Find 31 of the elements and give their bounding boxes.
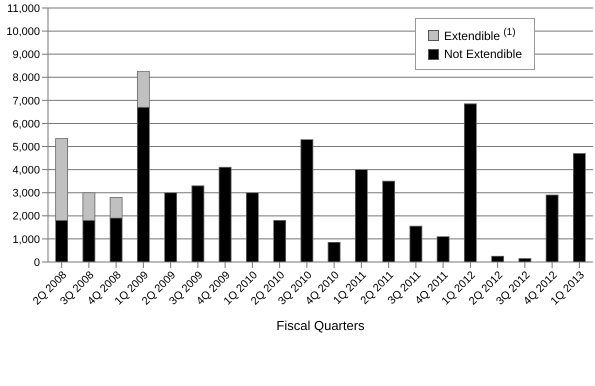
bar bbox=[328, 242, 341, 262]
y-tick-label: 1,000 bbox=[12, 234, 40, 246]
legend-label: Extendible $^{(1)}$ bbox=[444, 27, 516, 43]
bar bbox=[273, 220, 286, 262]
y-tick-label: 5,000 bbox=[12, 141, 40, 154]
y-tick-label: 11,000 bbox=[7, 2, 40, 15]
bar bbox=[164, 192, 178, 262]
bar bbox=[572, 153, 586, 262]
bar bbox=[518, 258, 532, 262]
bar bbox=[436, 236, 450, 262]
y-tick-label: 3,000 bbox=[12, 188, 40, 200]
bar bbox=[354, 169, 368, 262]
bar bbox=[191, 185, 204, 262]
bar bbox=[491, 256, 504, 262]
bar bbox=[300, 139, 314, 262]
y-tick-label: 2,000 bbox=[12, 210, 40, 223]
y-tick-label: 4,000 bbox=[12, 164, 40, 177]
bar bbox=[546, 194, 559, 262]
bar bbox=[464, 103, 477, 262]
y-tick-label: 6,000 bbox=[12, 118, 40, 130]
bar bbox=[246, 192, 259, 262]
y-tick-label: 10,000 bbox=[6, 26, 40, 38]
legend-label: Not Extendible bbox=[444, 47, 522, 61]
y-tick-label: 8,000 bbox=[12, 72, 40, 84]
bar bbox=[382, 180, 396, 262]
bar bbox=[218, 166, 232, 262]
y-tick-label: 0 bbox=[34, 256, 40, 269]
bar bbox=[409, 226, 422, 262]
y-tick-label: 9,000 bbox=[12, 49, 40, 62]
y-tick-label: 7,000 bbox=[12, 95, 40, 108]
x-axis-title: Fiscal Quarters bbox=[276, 318, 366, 333]
